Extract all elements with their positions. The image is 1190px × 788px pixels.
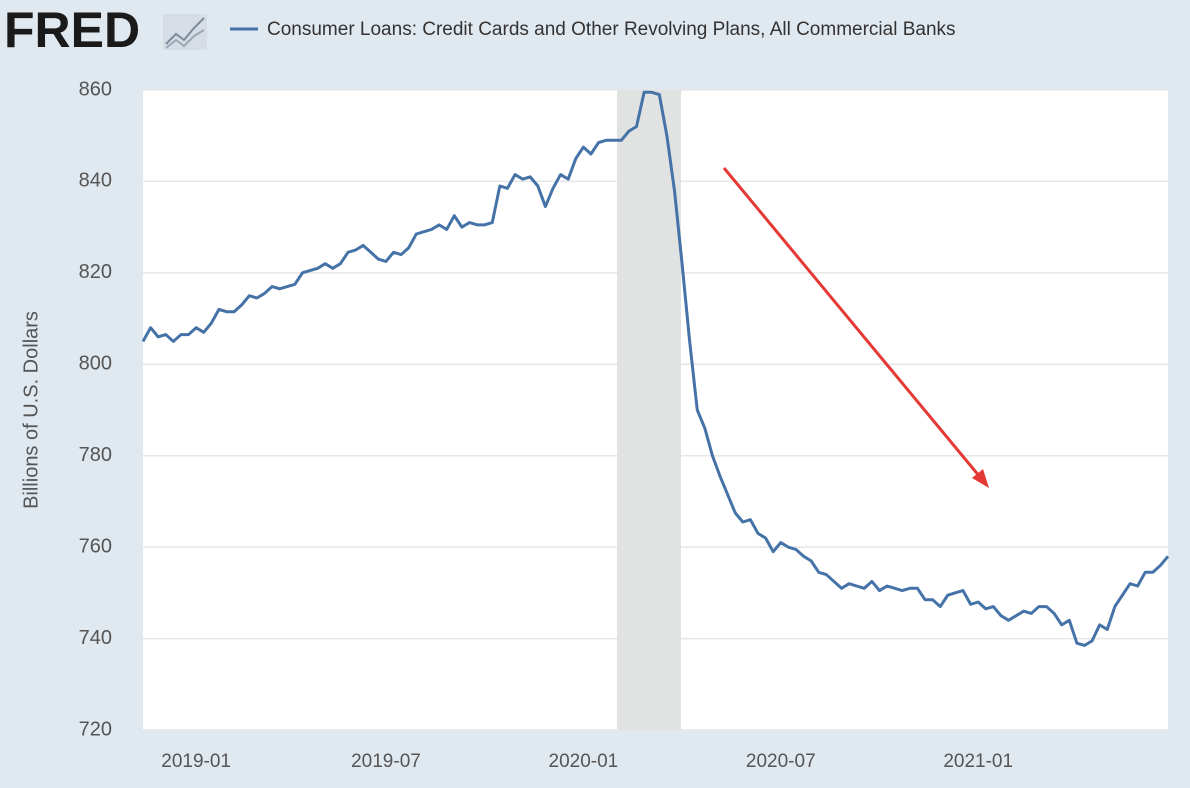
y-tick-label: 840 bbox=[79, 170, 112, 192]
y-tick-label: 760 bbox=[79, 535, 112, 557]
legend-label: Consumer Loans: Credit Cards and Other R… bbox=[267, 19, 956, 40]
x-tick-label: 2021-01 bbox=[943, 751, 1013, 772]
logo-icon bbox=[163, 14, 207, 50]
y-tick-label: 740 bbox=[79, 627, 112, 649]
y-tick-label: 780 bbox=[79, 444, 112, 466]
x-tick-label: 2019-01 bbox=[161, 751, 231, 772]
y-tick-label: 860 bbox=[79, 78, 112, 100]
logo: FRED bbox=[4, 2, 140, 58]
x-tick-label: 2020-07 bbox=[746, 751, 816, 772]
x-tick-label: 2019-07 bbox=[351, 751, 421, 772]
y-tick-label: 800 bbox=[79, 353, 112, 375]
data-line bbox=[141, 90, 1170, 647]
y-axis-label: Billions of U.S. Dollars bbox=[20, 311, 42, 509]
recession-shading bbox=[617, 90, 681, 730]
y-tick-label: 820 bbox=[79, 261, 112, 283]
x-tick-label: 2020-01 bbox=[549, 751, 619, 772]
annotation-arrow bbox=[722, 167, 989, 488]
y-tick-label: 720 bbox=[79, 718, 112, 740]
